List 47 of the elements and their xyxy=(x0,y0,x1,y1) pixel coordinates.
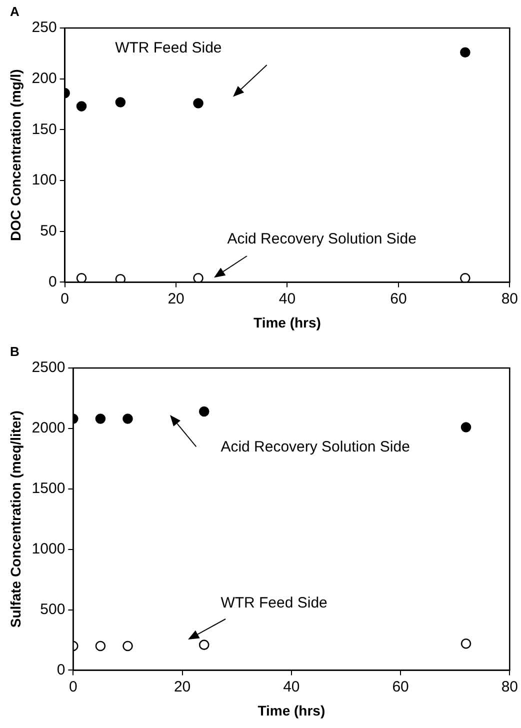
point xyxy=(198,640,210,650)
point xyxy=(95,640,106,652)
x-tick-label: 40 xyxy=(283,678,300,696)
series-label: Acid Recovery Solution Side xyxy=(220,438,410,456)
chart-title: A xyxy=(10,4,20,19)
x-tick-label: 20 xyxy=(168,290,184,308)
text: WTR Feed Side xyxy=(220,594,328,612)
x-tick-label: 40 xyxy=(278,290,296,308)
y-tick-label: 150 xyxy=(32,120,57,138)
y-axis-title: Sulfate Concentration (meq/liter) xyxy=(7,410,24,628)
chart-title: B xyxy=(10,344,20,359)
point xyxy=(76,272,87,282)
point xyxy=(460,47,470,58)
y-tick-label: 100 xyxy=(32,172,57,189)
point xyxy=(115,97,126,108)
x-tick-label: 80 xyxy=(501,290,518,308)
point xyxy=(115,274,126,282)
point xyxy=(193,98,204,108)
point xyxy=(193,272,204,282)
text: WTR Feed Side xyxy=(115,40,222,57)
y-tick-label: 2000 xyxy=(32,420,66,437)
x-axis-title: Time (hrs) xyxy=(258,702,326,718)
point xyxy=(95,414,106,424)
y-tick-label: 200 xyxy=(32,70,57,87)
text: Acid Recovery Solution Side xyxy=(227,230,416,248)
point xyxy=(122,414,133,424)
x-tick-label: 60 xyxy=(390,290,407,308)
point xyxy=(198,406,210,417)
x-tick-label: 60 xyxy=(392,678,409,696)
y-axis-title: DOC Concentration (mg/l) xyxy=(7,69,24,242)
y-tick-label: 50 xyxy=(40,222,57,240)
point xyxy=(460,422,472,432)
y-tick-label: 250 xyxy=(32,19,57,36)
x-axis-title: Time (hrs) xyxy=(254,314,321,330)
point xyxy=(76,101,87,112)
y-tick-label: 0 xyxy=(48,273,57,290)
x-tick-label: 20 xyxy=(174,678,191,696)
y-tick-label: 1000 xyxy=(32,540,66,558)
y-tick-label: 2500 xyxy=(32,359,66,376)
point xyxy=(460,272,470,282)
point xyxy=(122,640,133,652)
x-tick-label: 80 xyxy=(501,678,518,696)
x-tick-label: 0 xyxy=(68,678,78,696)
y-tick-label: 0 xyxy=(56,661,66,678)
y-tick-label: 500 xyxy=(40,600,66,618)
y-tick-label: 1500 xyxy=(32,480,66,498)
point xyxy=(460,638,472,649)
